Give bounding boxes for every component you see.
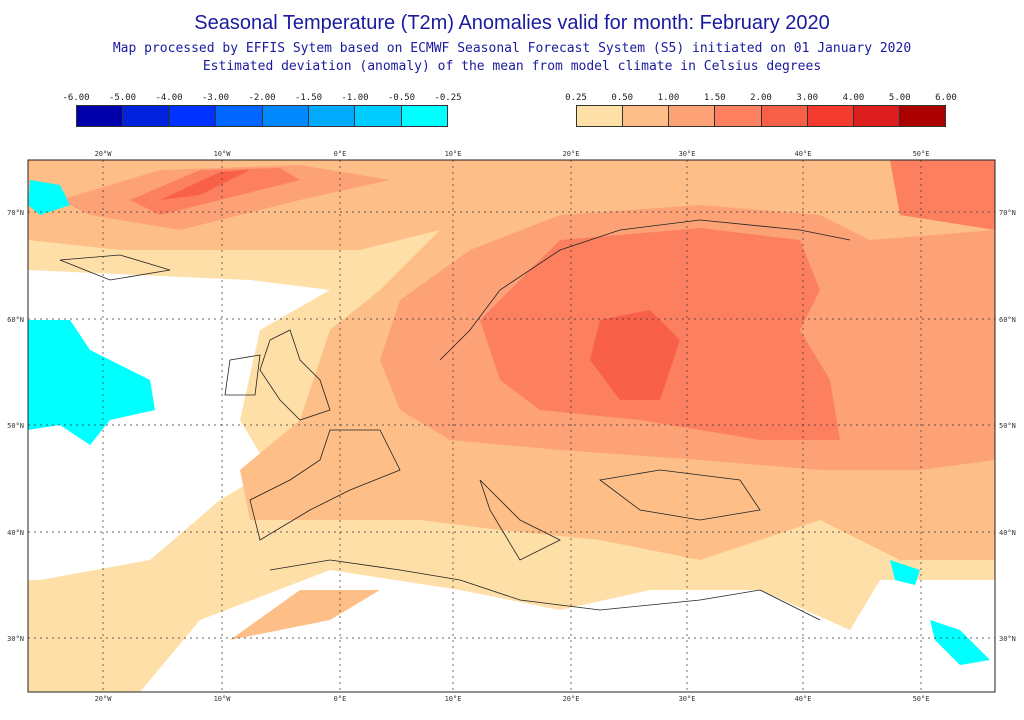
legend-label: 3.00 <box>796 93 819 103</box>
legend-label: 1.00 <box>657 93 680 103</box>
legend-swatch <box>262 106 309 126</box>
axis-tick-label: 20°E <box>563 150 580 158</box>
legend-label: -1.00 <box>341 93 369 103</box>
axis-tick-label: 10°W <box>214 150 232 158</box>
legend-swatch <box>761 106 808 126</box>
axis-tick-label: 60°N <box>7 316 24 324</box>
anomaly-band-0.5-africa <box>230 590 380 640</box>
legend-swatch <box>715 106 762 126</box>
legend-label: -5.00 <box>108 93 137 103</box>
legend-positive: 0.25 0.50 1.00 1.50 2.00 3.00 4.00 5.00 6.00 <box>565 93 957 127</box>
axis-tick-label: 50°E <box>913 695 930 703</box>
legend-label: 0.50 <box>611 93 634 103</box>
legend-swatch <box>169 106 217 126</box>
graticule <box>28 160 995 692</box>
map-subtitle-units: Estimated deviation (anomaly) of the mea… <box>202 59 822 74</box>
legend-label: -2.00 <box>248 93 276 103</box>
legend-swatch <box>669 106 716 126</box>
axis-tick-label: 10°E <box>445 150 462 158</box>
axis-tick-label: 20°E <box>563 695 580 703</box>
axis-tick-label: 50°E <box>913 150 930 158</box>
axis-tick-label: 40°N <box>7 529 24 537</box>
legend-swatch <box>308 106 356 126</box>
axis-tick-label: 70°N <box>999 209 1016 217</box>
axis-tick-label: 10°W <box>214 695 232 703</box>
axis-tick-label: 70°N <box>7 209 24 217</box>
legend-label: -0.25 <box>434 93 462 103</box>
legend-label: 2.00 <box>750 93 772 103</box>
axis-tick-label: 0°E <box>334 695 347 703</box>
legend-swatch <box>123 106 170 126</box>
legend-label: 5.00 <box>888 93 911 103</box>
axis-tick-label: 30°E <box>679 150 696 158</box>
anomaly-band-1.5-atlantic <box>130 168 300 215</box>
legend-swatch <box>401 106 447 126</box>
legend-swatch <box>216 106 263 126</box>
axis-tick-label: 40°E <box>795 150 812 158</box>
axis-tick-label: 50°N <box>7 422 24 430</box>
legend-label: -4.00 <box>155 93 183 103</box>
legend-swatch <box>853 106 900 126</box>
legend-swatch <box>577 106 624 126</box>
legend-swatch <box>77 106 124 126</box>
legend-label: -3.00 <box>201 93 230 103</box>
map-subtitle-source: Map processed by EFFIS Sytem based on EC… <box>112 41 912 56</box>
anomaly-band-2.0 <box>590 310 680 400</box>
negative-anomaly-middle-east <box>890 560 990 665</box>
legend-negative: -6.00 -5.00 -4.00 -3.00 -2.00 -1.50 -1.00 -0.50… <box>62 93 462 127</box>
axis-tick-label: 20°W <box>95 695 113 703</box>
legend-label: 6.00 <box>935 93 957 103</box>
axis-tick-label: 50°N <box>999 422 1016 430</box>
legend-label: -6.00 <box>62 93 90 103</box>
axis-tick-label: 0°E <box>334 150 347 158</box>
legend-swatch <box>623 106 670 126</box>
legend-swatch <box>899 106 945 126</box>
axis-tick-label: 60°N <box>999 316 1016 324</box>
legend-label: 1.50 <box>703 93 726 103</box>
legend-swatch <box>807 106 854 126</box>
axis-tick-label: 10°E <box>445 695 462 703</box>
axis-tick-label: 30°E <box>679 695 696 703</box>
coastlines <box>59 219 851 621</box>
map-title: Seasonal Temperature (T2m) Anomalies val… <box>194 12 830 34</box>
map-frame <box>27 159 996 693</box>
legend-label: 4.00 <box>842 93 865 103</box>
axis-tick-label: 40°E <box>795 695 812 703</box>
negative-anomaly-atlantic <box>28 320 155 445</box>
axis-tick-label: 40°N <box>999 529 1016 537</box>
legend-swatch <box>355 106 402 126</box>
axis-tick-label: 30°N <box>999 635 1016 643</box>
axis-tick-label: 30°N <box>7 635 24 643</box>
legend-label: 0.25 <box>565 93 587 103</box>
anomaly-band-1.5-arctic <box>890 160 995 230</box>
legend-label: -0.50 <box>387 93 416 103</box>
negative-anomaly-greenland <box>28 180 70 215</box>
axis-tick-label: 20°W <box>95 150 113 158</box>
legend-label: -1.50 <box>294 93 323 103</box>
anomaly-band-2.0-atlantic <box>160 170 250 200</box>
